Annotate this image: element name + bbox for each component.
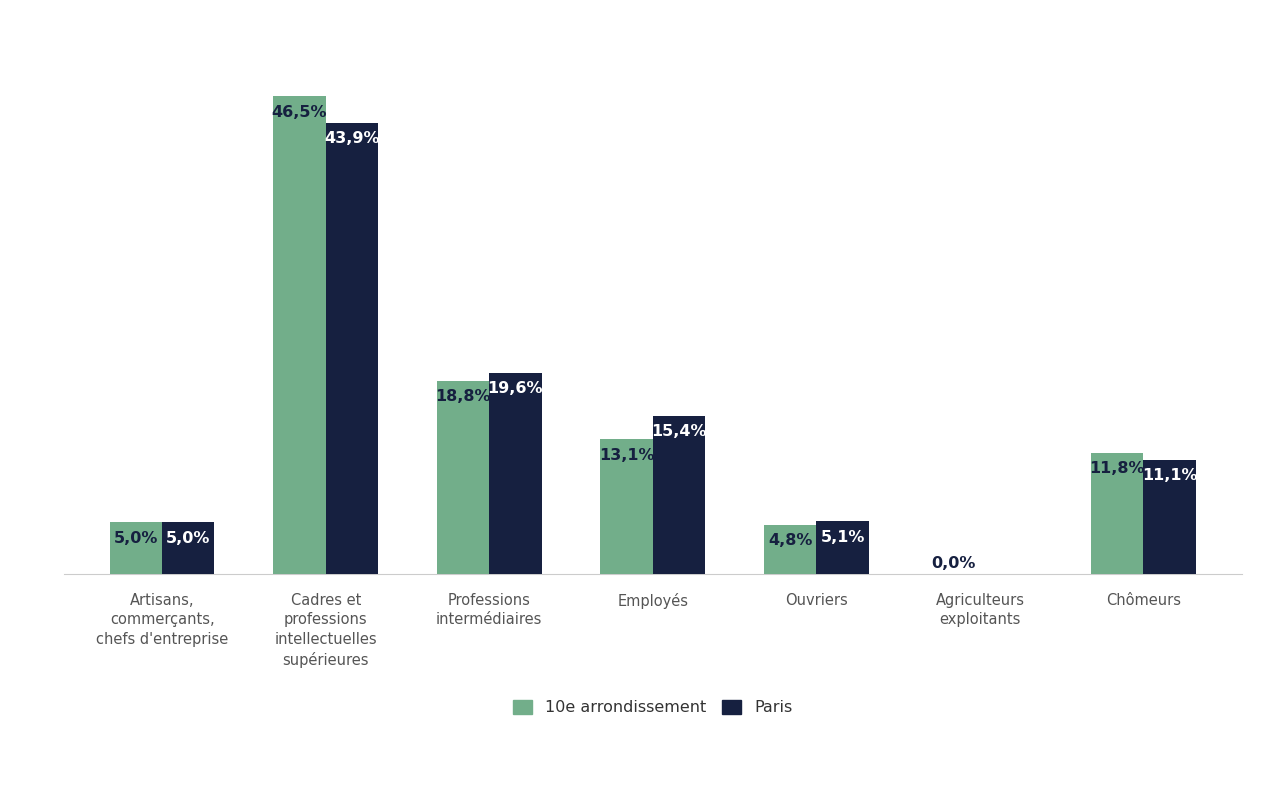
Text: 18,8%: 18,8% [435,389,490,404]
Text: 4,8%: 4,8% [768,532,813,548]
Text: 11,1%: 11,1% [1142,468,1197,483]
Text: 0,0%: 0,0% [932,556,975,571]
Bar [817,521,869,574]
Text: 5,0%: 5,0% [114,531,159,546]
Bar [110,523,163,574]
Legend: 10e arrondissement, Paris: 10e arrondissement, Paris [513,700,792,716]
Text: 13,1%: 13,1% [599,448,654,462]
Bar [653,416,705,574]
Bar [436,381,489,574]
Text: 19,6%: 19,6% [488,381,543,396]
Bar [1143,460,1196,574]
Bar [325,123,378,574]
Bar [489,372,541,574]
Text: 46,5%: 46,5% [271,104,328,120]
Text: 11,8%: 11,8% [1089,461,1146,476]
Bar [1091,453,1143,574]
Bar [163,523,215,574]
Bar [764,524,817,574]
Bar [600,439,653,574]
Text: 5,1%: 5,1% [820,530,865,544]
Text: 15,4%: 15,4% [652,424,707,439]
Bar [274,96,325,574]
Text: 5,0%: 5,0% [166,531,210,546]
Text: 43,9%: 43,9% [324,132,380,146]
